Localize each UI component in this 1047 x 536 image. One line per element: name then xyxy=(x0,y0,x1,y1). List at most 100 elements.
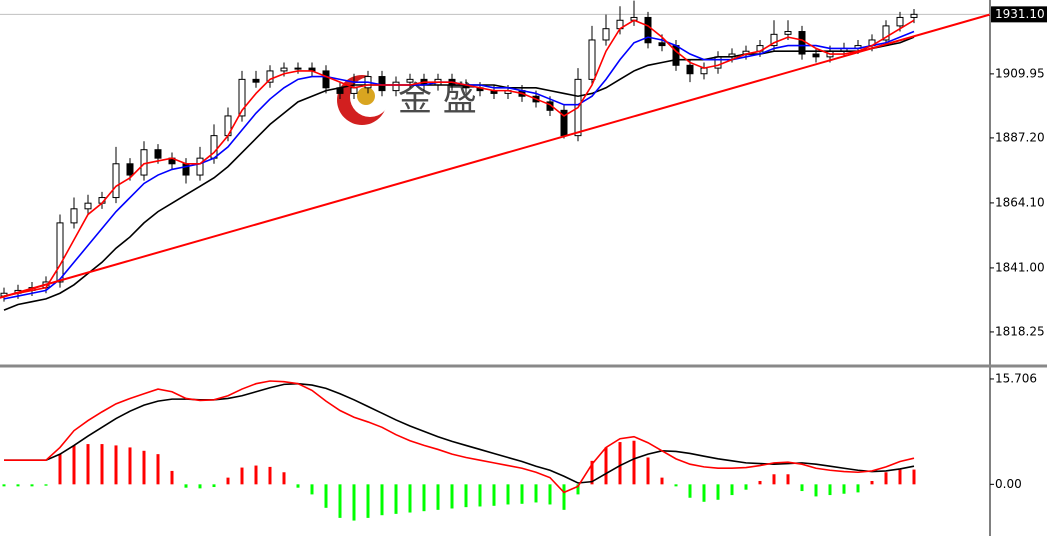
histogram-bar xyxy=(394,484,398,514)
histogram-bar xyxy=(408,484,412,513)
histogram-bar xyxy=(548,484,552,505)
histogram-bar xyxy=(128,447,132,485)
histogram-bar xyxy=(660,477,664,485)
histogram-bar xyxy=(212,484,216,488)
candle-body xyxy=(686,64,694,75)
histogram-bar xyxy=(44,484,48,486)
candle-body xyxy=(252,78,260,83)
histogram-bar xyxy=(884,472,888,485)
histogram-bar xyxy=(716,484,720,500)
histogram-bar xyxy=(814,484,818,497)
candle-body xyxy=(770,33,778,47)
candle-body xyxy=(126,163,134,176)
histogram-bar xyxy=(198,484,202,489)
histogram-bar xyxy=(72,445,76,485)
candle-body xyxy=(238,78,246,117)
histogram-bar xyxy=(912,469,916,485)
candle-body xyxy=(70,208,78,224)
candle-body xyxy=(644,16,652,44)
candle-body xyxy=(882,25,890,41)
histogram-bar xyxy=(156,454,160,485)
candle-body xyxy=(896,16,904,27)
histogram-bar xyxy=(534,484,538,503)
candle-body xyxy=(406,78,414,83)
candle-body xyxy=(140,149,148,176)
histogram-bar xyxy=(16,484,20,487)
histogram-bar xyxy=(786,474,790,485)
y-tick-label: 1887.20 xyxy=(995,130,1045,144)
logo-coin xyxy=(357,87,375,105)
candle-body xyxy=(196,157,204,176)
histogram-bar xyxy=(2,484,6,487)
histogram-bar xyxy=(380,484,384,516)
histogram-bar xyxy=(464,484,468,508)
histogram-bar xyxy=(576,484,580,495)
histogram-bar xyxy=(828,484,832,496)
histogram-bar xyxy=(338,484,342,518)
histogram-bar xyxy=(772,474,776,485)
histogram-bar xyxy=(898,469,902,485)
candle-body xyxy=(56,222,64,283)
histogram-bar xyxy=(100,444,104,485)
histogram-bar xyxy=(870,480,874,485)
histogram-bar xyxy=(184,484,188,488)
candle-body xyxy=(154,149,162,159)
histogram-bar xyxy=(856,484,860,493)
histogram-bar xyxy=(86,444,90,485)
histogram-bar xyxy=(744,484,748,490)
candle-body xyxy=(266,70,274,83)
histogram-bar xyxy=(562,484,566,510)
y-tick-label: 0.00 xyxy=(995,477,1022,491)
histogram-bar xyxy=(352,484,356,521)
histogram-bar xyxy=(730,484,734,496)
histogram-bar xyxy=(758,480,762,485)
histogram-bar xyxy=(618,442,622,485)
candle-body xyxy=(112,163,120,199)
histogram-bar xyxy=(254,465,258,485)
last-price-label: 1931.10 xyxy=(995,7,1045,21)
histogram-bar xyxy=(842,484,846,494)
histogram-bar xyxy=(450,484,454,509)
histogram-bar xyxy=(170,470,174,485)
trendline xyxy=(0,13,990,299)
histogram-bar xyxy=(702,484,706,502)
candle-body xyxy=(294,67,302,70)
histogram-bar xyxy=(268,466,272,485)
histogram-bar xyxy=(310,484,314,495)
histogram-bar xyxy=(30,484,34,487)
histogram-bar xyxy=(646,457,650,485)
histogram-bar xyxy=(366,484,370,518)
candle-body xyxy=(322,70,330,89)
line xyxy=(4,382,915,484)
histogram-bar xyxy=(632,440,636,485)
candle-body xyxy=(350,87,358,94)
y-tick-label: 15.706 xyxy=(995,371,1037,385)
histogram-bar xyxy=(296,484,300,488)
histogram-bar xyxy=(520,484,524,504)
histogram-bar xyxy=(282,472,286,485)
histogram-bar xyxy=(688,484,692,498)
y-tick-label: 1864.10 xyxy=(995,195,1045,209)
candle-body xyxy=(658,42,666,47)
histogram-bar xyxy=(422,484,426,512)
histogram-bar xyxy=(114,445,118,485)
histogram-bar xyxy=(58,454,62,485)
histogram-bar xyxy=(240,467,244,485)
histogram-bar xyxy=(478,484,482,507)
candle-body xyxy=(84,202,92,210)
y-tick-label: 1909.95 xyxy=(995,66,1045,80)
histogram-bar xyxy=(590,460,594,485)
candle-body xyxy=(588,39,596,80)
line xyxy=(3,19,915,297)
histogram-bar xyxy=(604,447,608,485)
histogram-bar xyxy=(506,484,510,505)
candle-body xyxy=(602,28,610,41)
histogram-bar xyxy=(492,484,496,506)
y-tick-label: 1841.00 xyxy=(995,260,1045,274)
candle-body xyxy=(378,76,386,92)
y-tick-label: 1818.25 xyxy=(995,324,1045,338)
candle-body xyxy=(784,31,792,35)
candle-body xyxy=(700,67,708,75)
